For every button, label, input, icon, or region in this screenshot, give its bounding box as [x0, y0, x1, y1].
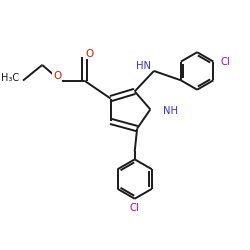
- Text: Cl: Cl: [220, 56, 230, 66]
- Text: O: O: [53, 71, 62, 81]
- Text: H₃C: H₃C: [1, 73, 20, 83]
- Text: NH: NH: [163, 106, 178, 116]
- Text: HN: HN: [136, 61, 150, 71]
- Text: Cl: Cl: [130, 203, 140, 213]
- Text: O: O: [86, 49, 94, 59]
